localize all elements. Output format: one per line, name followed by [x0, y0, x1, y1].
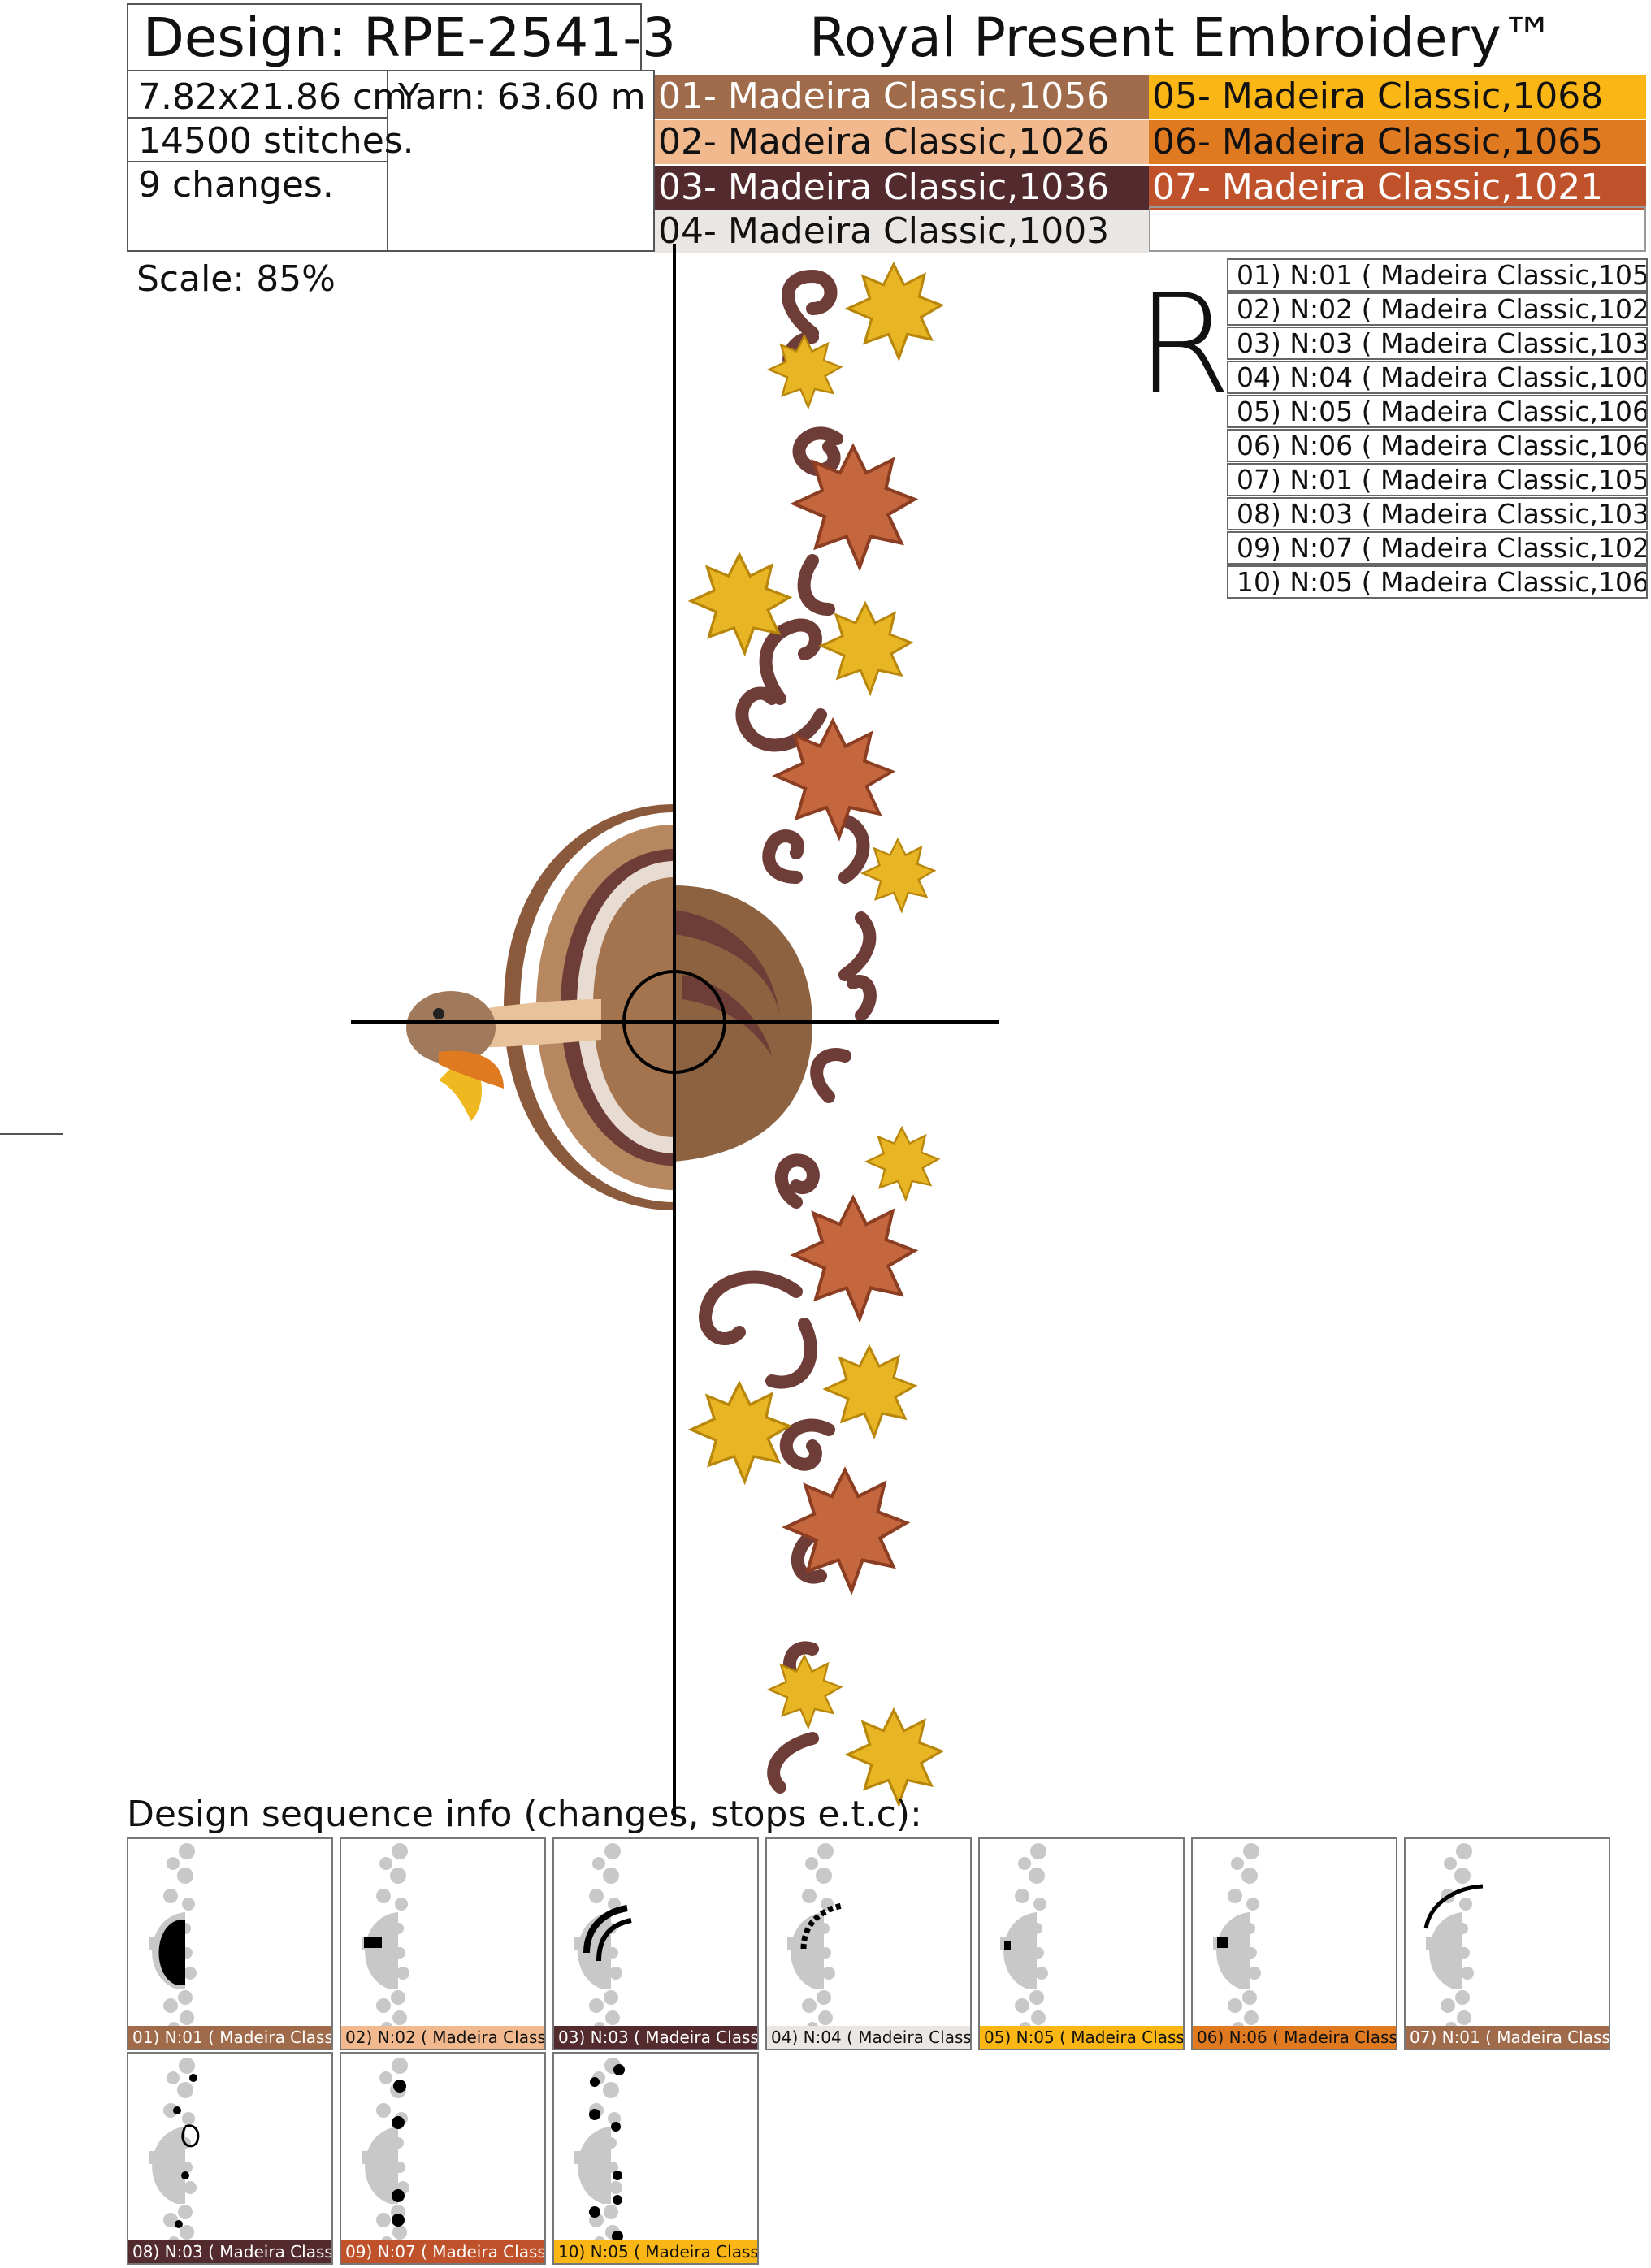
- sequence-row: 10) N:05 ( Madeira Classic,1068): [1227, 565, 1648, 599]
- sequence-thumbnail: 06) N:06 ( Madeira Classic: [1191, 1837, 1398, 2050]
- thumbnail-preview: [1000, 1843, 1048, 2028]
- palette-swatch: 02- Madeira Classic,1026: [655, 120, 1149, 164]
- thumbnail-preview: [574, 2058, 625, 2242]
- info-divider-1: [127, 117, 388, 119]
- thumbnail-preview: [149, 2058, 200, 2242]
- design-title: Design: RPE-2541-3: [143, 6, 677, 69]
- thumbnail-label: 04) N:04 ( Madeira Classic: [767, 2026, 970, 2049]
- size-text: 7.82x21.86 cm: [138, 76, 408, 118]
- sequence-thumbnail: 03) N:03 ( Madeira Classic: [552, 1837, 759, 2050]
- thumbnail-label: 08) N:03 ( Madeira Classic: [128, 2240, 332, 2263]
- palette-swatch: 07- Madeira Classic,1021: [1149, 166, 1646, 210]
- sequence-thumbnail: 05) N:05 ( Madeira Classic: [978, 1837, 1185, 2050]
- scale-text: Scale: 85%: [136, 258, 336, 300]
- sequence-row: 04) N:04 ( Madeira Classic,1003): [1227, 361, 1648, 394]
- sequence-row: 05) N:05 ( Madeira Classic,1068): [1227, 395, 1648, 428]
- sequence-row: 03) N:03 ( Madeira Classic,1036): [1227, 327, 1648, 360]
- thumbnail-label: 07) N:01 ( Madeira Classic,: [1406, 2026, 1609, 2049]
- changes-text: 9 changes.: [138, 164, 334, 206]
- thumbnail-label: 02) N:02 ( Madeira Classic: [341, 2026, 544, 2049]
- embroidery-design: [0, 244, 999, 1820]
- yarn-text: Yarn: 63.60 m: [398, 76, 646, 118]
- orientation-letter: R: [1136, 265, 1233, 426]
- palette-swatch: 03- Madeira Classic,1036: [655, 166, 1149, 210]
- info-divider-2: [127, 161, 388, 162]
- stitches-text: 14500 stitches.: [138, 120, 414, 162]
- thumbnail-preview: [362, 1843, 410, 2028]
- thumbnail-label: 06) N:06 ( Madeira Classic: [1193, 2026, 1396, 2049]
- palette-swatch: 05- Madeira Classic,1068: [1149, 75, 1646, 119]
- thumbnail-label: 03) N:03 ( Madeira Classic: [554, 2026, 757, 2049]
- palette-empty-cell: [1149, 206, 1646, 252]
- thumbnail-preview: [149, 1843, 197, 2028]
- sequence-thumbnail: 02) N:02 ( Madeira Classic: [340, 1837, 546, 2050]
- thumbnail-label: 10) N:05 ( Madeira Classic,: [554, 2240, 757, 2263]
- palette-swatch: 06- Madeira Classic,1065: [1149, 120, 1646, 164]
- thumbnail-label: 01) N:01 ( Madeira Classic,: [128, 2026, 332, 2049]
- thumbnail-label: 09) N:07 ( Madeira Classic: [341, 2240, 544, 2263]
- palette-swatch: 01- Madeira Classic,1056: [655, 75, 1149, 119]
- sequence-thumbnail: 04) N:04 ( Madeira Classic: [765, 1837, 972, 2050]
- vine-swirls: [699, 269, 877, 1794]
- sequence-row: 08) N:03 ( Madeira Classic,1036): [1227, 497, 1648, 530]
- sequence-row: 07) N:01 ( Madeira Classic,1056): [1227, 463, 1648, 496]
- sequence-thumbnail: 10) N:05 ( Madeira Classic,: [552, 2052, 759, 2265]
- sequence-thumbnail: 09) N:07 ( Madeira Classic: [340, 2052, 546, 2265]
- sequence-thumbnail: 01) N:01 ( Madeira Classic,: [127, 1837, 333, 2050]
- sequence-row: 01) N:01 ( Madeira Classic,1056): [1227, 258, 1648, 292]
- turkey: [406, 804, 812, 1210]
- thumbnail-label: 05) N:05 ( Madeira Classic: [980, 2026, 1183, 2049]
- thumbnail-preview: [1424, 1843, 1484, 2028]
- sequence-row: 09) N:07 ( Madeira Classic,1021): [1227, 531, 1648, 565]
- thumbnail-preview: [787, 1843, 843, 2028]
- sequence-row: 06) N:06 ( Madeira Classic,1065): [1227, 429, 1648, 462]
- brand-title: Royal Present Embroidery™: [809, 6, 1555, 69]
- thumbnail-preview: [574, 1843, 632, 2028]
- sequence-row: 02) N:02 ( Madeira Classic,1026): [1227, 292, 1648, 326]
- thumbnail-preview: [1213, 1843, 1261, 2028]
- sequence-thumbnail: 08) N:03 ( Madeira Classic: [127, 2052, 333, 2265]
- thumbnail-preview: [362, 2058, 410, 2242]
- sequence-thumbnail: 07) N:01 ( Madeira Classic,: [1404, 1837, 1610, 2050]
- palette-swatch: 04- Madeira Classic,1003: [655, 210, 1149, 253]
- sequence-heading: Design sequence info (changes, stops e.t…: [127, 1794, 922, 1835]
